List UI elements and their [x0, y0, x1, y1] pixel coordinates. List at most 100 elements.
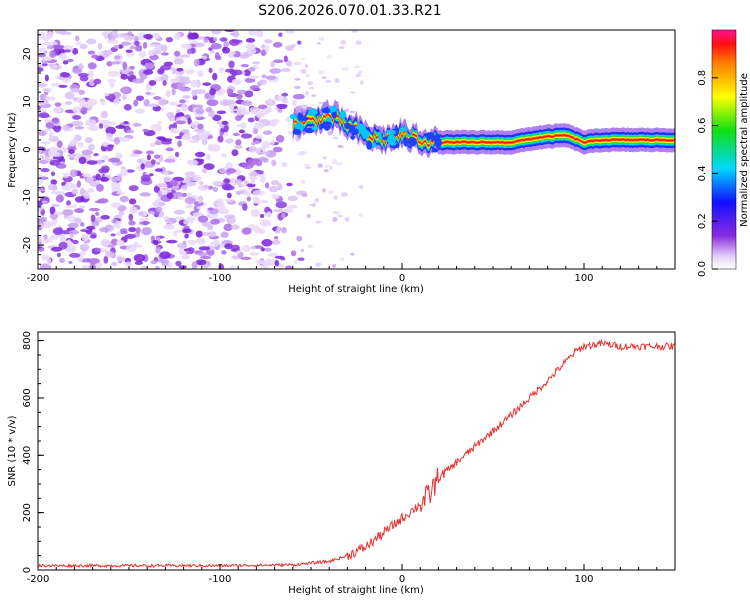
trace-blob [307, 108, 318, 116]
noise-blob [106, 132, 112, 137]
noise-blob [308, 203, 315, 206]
noise-blob [180, 43, 192, 49]
noise-blob [254, 30, 264, 37]
noise-blob [260, 265, 268, 269]
noise-blob [327, 190, 335, 194]
noise-blob [117, 256, 126, 263]
noise-blob [45, 122, 55, 129]
noise-blob [119, 195, 129, 203]
noise-blob [225, 138, 234, 144]
noise-blob [68, 229, 80, 235]
noise-blob [79, 43, 88, 50]
snr-frame [37, 331, 676, 571]
noise-blob [126, 129, 135, 134]
noise-blob [186, 48, 193, 55]
noise-blob [136, 158, 143, 164]
noise-blob [50, 179, 58, 186]
noise-blob [212, 114, 222, 122]
noise-blob [231, 78, 242, 86]
noise-blob [46, 258, 52, 266]
noise-blob [283, 55, 288, 63]
noise-blob [255, 159, 263, 167]
noise-blob [55, 194, 65, 203]
noise-blob [89, 234, 97, 239]
noise-blob [166, 192, 174, 199]
noise-blob [62, 60, 69, 65]
noise-blob [223, 41, 230, 48]
noise-blob [307, 81, 314, 86]
noise-blob [191, 89, 198, 97]
noise-blob [97, 42, 103, 51]
figure-title: S206.2026.070.01.33.R21 [258, 3, 441, 19]
noise-blob [202, 82, 212, 86]
noise-blob [300, 68, 307, 74]
noise-blob [205, 106, 213, 113]
noise-blob [179, 87, 191, 92]
noise-blob [244, 90, 254, 98]
noise-blob [153, 185, 160, 193]
trace-blob [407, 136, 417, 147]
noise-blob [53, 44, 65, 50]
noise-blob [265, 182, 270, 189]
noise-blob [68, 260, 73, 264]
trace-blob [339, 110, 347, 119]
noise-blob [255, 134, 263, 139]
noise-blob [255, 147, 261, 155]
noise-blob [155, 246, 161, 254]
noise-blob [152, 96, 162, 100]
noise-blob [254, 122, 266, 127]
xtick-label: -100 [209, 574, 232, 585]
colorbar-label: Normalized spectral amplitude [739, 73, 750, 227]
noise-blob [206, 224, 214, 231]
noise-blob [261, 140, 271, 149]
noise-blob [110, 61, 121, 65]
ytick-label: 200 [22, 503, 33, 522]
noise-blob [234, 190, 246, 194]
noise-blob [70, 88, 81, 93]
noise-blob [338, 46, 345, 50]
trace-blob [319, 123, 326, 129]
noise-blob [238, 129, 245, 134]
noise-blob [67, 153, 76, 158]
noise-blob [249, 85, 260, 91]
noise-blob [203, 163, 215, 170]
noise-blob [155, 206, 163, 213]
noise-blob [336, 162, 343, 166]
noise-blob [224, 198, 234, 202]
trace-band [292, 112, 675, 147]
noise-blob [208, 67, 213, 74]
noise-blob [171, 67, 176, 75]
noise-blob [93, 153, 99, 157]
noise-blob [87, 62, 97, 70]
noise-blob [164, 219, 172, 223]
noise-blob [72, 97, 78, 101]
noise-blob [103, 255, 109, 264]
noise-blob [254, 225, 261, 234]
noise-blob [203, 184, 209, 189]
noise-blob [261, 44, 266, 49]
noise-blob [63, 172, 70, 179]
trace-blob [377, 132, 382, 141]
noise-blob [194, 113, 203, 118]
noise-blob [274, 255, 285, 259]
noise-blob [212, 186, 219, 193]
noise-blob [187, 32, 199, 40]
noise-blob [271, 159, 277, 167]
noise-blob [116, 191, 125, 195]
noise-blob [197, 252, 209, 257]
noise-blob [145, 91, 151, 96]
noise-blob [302, 151, 309, 155]
xtick-label: 0 [399, 574, 405, 585]
noise-blob [285, 265, 293, 269]
noise-blob [123, 35, 135, 41]
noise-blob [280, 212, 286, 219]
noise-blob [176, 112, 185, 117]
noise-blob [148, 49, 155, 57]
noise-blob [290, 250, 297, 257]
noise-blob [277, 109, 283, 113]
noise-blob [318, 101, 324, 105]
trace-blob [403, 137, 408, 147]
noise-blob [143, 34, 153, 39]
noise-blob [211, 30, 222, 35]
noise-blob [228, 60, 235, 69]
